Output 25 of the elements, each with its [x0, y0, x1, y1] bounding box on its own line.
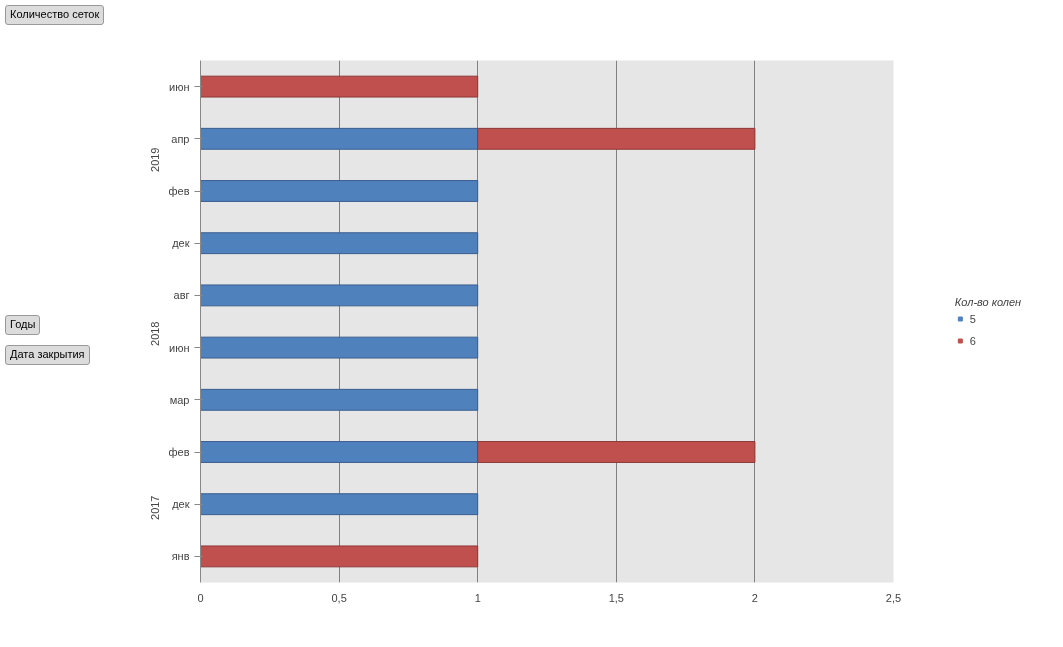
x-tick-label: 2: [751, 591, 758, 604]
x-tick-label: 0: [197, 591, 204, 604]
y-tick-label: апр: [171, 132, 190, 145]
legend-label: 6: [969, 334, 977, 347]
x-tick-label: 0,5: [331, 591, 347, 604]
y-tick-label: июн: [169, 341, 190, 354]
text: Годы: [5, 315, 41, 335]
text: 2018: [148, 321, 161, 346]
y-tick-label: фев: [168, 185, 190, 197]
y-tick-label: авг: [173, 289, 190, 302]
text: 2019: [148, 147, 161, 172]
y-tick-label: июн: [169, 80, 190, 93]
y-tick-label: мар: [169, 393, 190, 406]
legend-title: Кол-во колен: [954, 295, 1022, 308]
x-tick-label: 2,5: [885, 591, 902, 604]
x-tick-label: 1: [474, 591, 481, 604]
y-tick-label: фев: [168, 446, 190, 458]
x-tick-label: 1,5: [608, 591, 624, 604]
legend-label: 5: [969, 312, 977, 325]
y-tick-label: дек: [172, 498, 190, 511]
text: 2017: [148, 495, 161, 520]
y-tick-label: янв: [171, 550, 190, 563]
text: Дата закрытия: [5, 345, 90, 365]
text: Количество сеток: [5, 5, 105, 25]
y-tick-label: дек: [172, 237, 190, 250]
